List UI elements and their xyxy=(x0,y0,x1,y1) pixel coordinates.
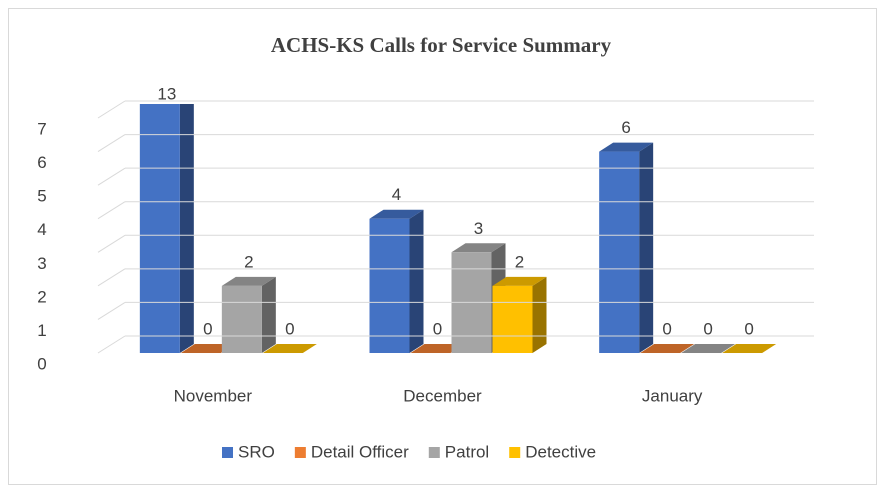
bar xyxy=(139,104,194,354)
bar-front xyxy=(369,218,410,353)
bar-front xyxy=(599,151,640,353)
y-tick-label: 5 xyxy=(37,187,46,206)
bar-front xyxy=(221,285,262,353)
bar-top xyxy=(221,276,276,286)
legend-label: Detective xyxy=(525,442,596,461)
bar-top xyxy=(492,276,547,286)
grid-diagonal xyxy=(97,335,126,354)
bar xyxy=(410,344,465,354)
data-label: 2 xyxy=(244,252,253,271)
y-tick-label: 6 xyxy=(37,153,46,172)
bar-top xyxy=(180,344,235,353)
y-tick-label: 2 xyxy=(37,287,46,306)
y-tick-label: 3 xyxy=(37,254,46,273)
legend-swatch xyxy=(222,447,233,458)
x-tick-label: December xyxy=(403,386,482,405)
bar-front xyxy=(492,285,533,353)
data-label: 3 xyxy=(474,219,483,238)
bar xyxy=(640,344,695,354)
chart-border xyxy=(8,8,877,485)
bar-top xyxy=(262,344,317,353)
y-tick-label: 7 xyxy=(37,119,46,138)
bar-top xyxy=(369,209,424,219)
legend-swatch xyxy=(428,447,440,458)
bar xyxy=(492,276,547,353)
x-tick-label: November xyxy=(174,386,253,405)
bar xyxy=(180,344,235,354)
data-label: 0 xyxy=(433,319,442,338)
legend-swatch xyxy=(294,447,306,458)
bar-top xyxy=(722,344,777,353)
bar-top xyxy=(599,142,654,152)
bar xyxy=(681,344,736,354)
bar xyxy=(221,276,276,353)
chart-title: ACHS-KS Calls for Service Summary xyxy=(271,33,612,57)
data-label: 13 xyxy=(157,84,176,103)
bar-side xyxy=(532,276,547,353)
data-label: 0 xyxy=(203,319,212,338)
legend-label: SRO xyxy=(238,442,275,461)
bar-side xyxy=(261,276,276,353)
bar xyxy=(369,209,424,353)
grid-diagonal xyxy=(97,268,126,287)
grid-diagonal xyxy=(97,234,126,253)
bar-side xyxy=(409,209,424,353)
bar xyxy=(262,344,317,354)
data-label: 0 xyxy=(703,319,712,338)
grid-diagonal xyxy=(97,167,126,186)
data-label: 0 xyxy=(285,319,294,338)
data-label: 0 xyxy=(744,319,753,338)
legend-label: Detail Officer xyxy=(311,442,409,461)
data-label: 2 xyxy=(515,252,524,271)
bar-front xyxy=(139,104,180,354)
x-tick-label: January xyxy=(642,386,703,405)
bar-top xyxy=(681,344,736,353)
legend-label: Patrol xyxy=(445,442,489,461)
grid-diagonal xyxy=(97,201,126,220)
bar-side xyxy=(179,104,194,353)
bar-top xyxy=(410,344,465,353)
grid-diagonal xyxy=(97,100,126,119)
y-tick-label: 4 xyxy=(37,220,46,239)
bar-top xyxy=(451,243,506,253)
legend-swatch xyxy=(509,447,521,458)
bar-top xyxy=(640,344,695,353)
y-tick-label: 0 xyxy=(37,354,46,373)
data-label: 0 xyxy=(662,319,671,338)
data-label: 4 xyxy=(392,185,401,204)
data-label: 6 xyxy=(621,118,630,137)
y-tick-label: 1 xyxy=(37,321,46,340)
bar xyxy=(599,142,654,353)
bar-side xyxy=(639,142,654,353)
bar xyxy=(722,344,777,354)
grid-diagonal xyxy=(97,134,126,152)
grid-diagonal xyxy=(97,302,126,320)
